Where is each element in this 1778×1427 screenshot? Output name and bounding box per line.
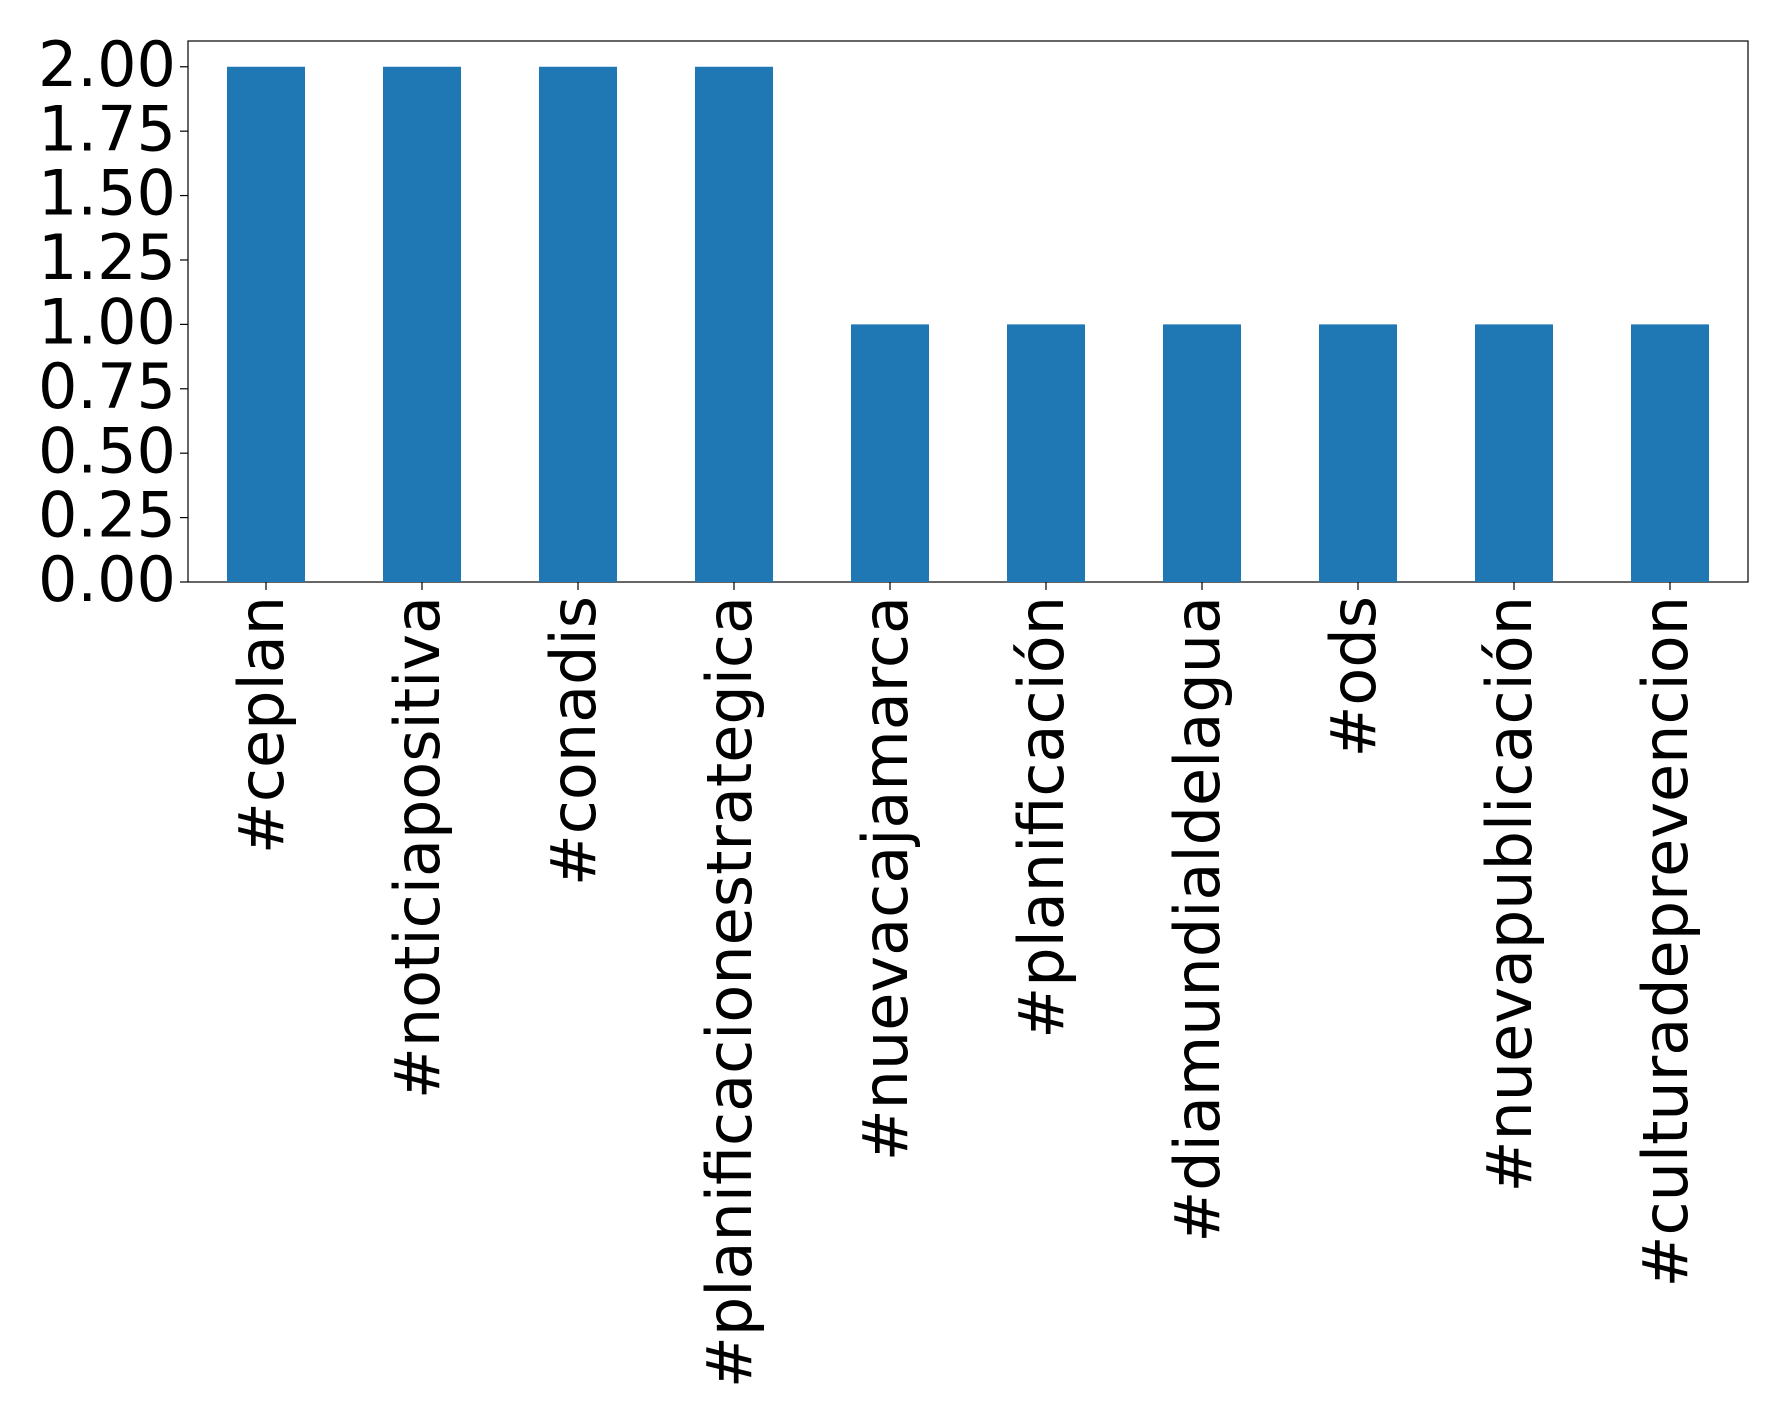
y-tick-label: 2.00 xyxy=(38,28,176,101)
bar xyxy=(1631,324,1709,582)
bar xyxy=(539,66,617,582)
bar xyxy=(695,66,773,582)
bar xyxy=(1163,324,1241,582)
bar xyxy=(1319,324,1397,582)
x-tick-label: #ods xyxy=(1317,596,1390,758)
y-tick-label: 0.00 xyxy=(38,543,176,616)
x-tick-label: #nuevacajamarca xyxy=(849,596,922,1161)
y-tick-label: 0.50 xyxy=(38,414,176,487)
x-tick-label: #conadis xyxy=(537,596,610,886)
bar xyxy=(1475,324,1553,582)
bar xyxy=(383,66,461,582)
x-tick-label: #planificacionestrategica xyxy=(693,596,766,1388)
y-tick-label: 0.25 xyxy=(38,479,176,552)
y-tick-label: 1.50 xyxy=(38,157,176,230)
x-tick-label: #ceplan xyxy=(225,596,298,854)
y-tick-label: 0.75 xyxy=(38,350,176,423)
bar xyxy=(1007,324,1085,582)
x-tick-label: #culturadeprevencion xyxy=(1629,596,1702,1287)
bar xyxy=(851,324,929,582)
x-tick-label: #nuevapublicación xyxy=(1473,596,1546,1192)
plot-frame xyxy=(187,40,1749,583)
y-tick-label: 1.75 xyxy=(38,92,176,165)
x-tick-label: #planificación xyxy=(1005,596,1078,1039)
y-tick-label: 1.00 xyxy=(38,285,176,358)
x-tick-label: #noticiapositiva xyxy=(381,596,454,1099)
y-tick-label: 1.25 xyxy=(38,221,176,294)
bar xyxy=(227,66,305,582)
x-tick-label: #diamundialdelagua xyxy=(1161,596,1234,1243)
